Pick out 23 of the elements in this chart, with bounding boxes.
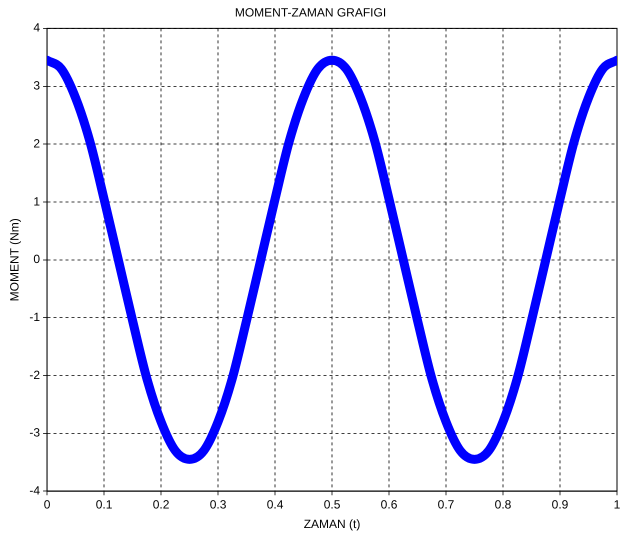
x-tick-label: 0.2 — [152, 498, 170, 512]
chart-title: MOMENT-ZAMAN GRAFIGI — [234, 6, 386, 20]
x-tick-label: 0 — [44, 498, 51, 512]
y-axis-title: MOMENT (Nm) — [8, 218, 22, 302]
x-axis-title: ZAMAN (t) — [304, 517, 360, 532]
y-tick-label: -4 — [29, 484, 40, 498]
y-tick-label: 3 — [33, 78, 40, 93]
x-tick-label: 0.1 — [96, 498, 113, 512]
x-tick-label: 0.6 — [380, 498, 398, 512]
y-tick-label: 1 — [33, 194, 40, 208]
x-tick-label: 0.3 — [210, 498, 227, 512]
x-tick-label: 0.9 — [552, 498, 569, 512]
y-tick-label: 2 — [33, 136, 40, 150]
y-tick-label: -3 — [29, 426, 40, 440]
y-tick-label: 0 — [33, 252, 40, 266]
y-tick-label: -1 — [29, 310, 40, 324]
x-tick-label: 0.4 — [266, 498, 284, 512]
x-tick-label: 0.8 — [494, 498, 512, 512]
y-tick-label: -2 — [29, 368, 40, 382]
x-tick-label: 0.5 — [324, 498, 341, 512]
x-tick-label: 0.7 — [438, 498, 455, 512]
x-tick-label: 1 — [614, 498, 621, 512]
y-tick-label: 4 — [33, 20, 40, 35]
